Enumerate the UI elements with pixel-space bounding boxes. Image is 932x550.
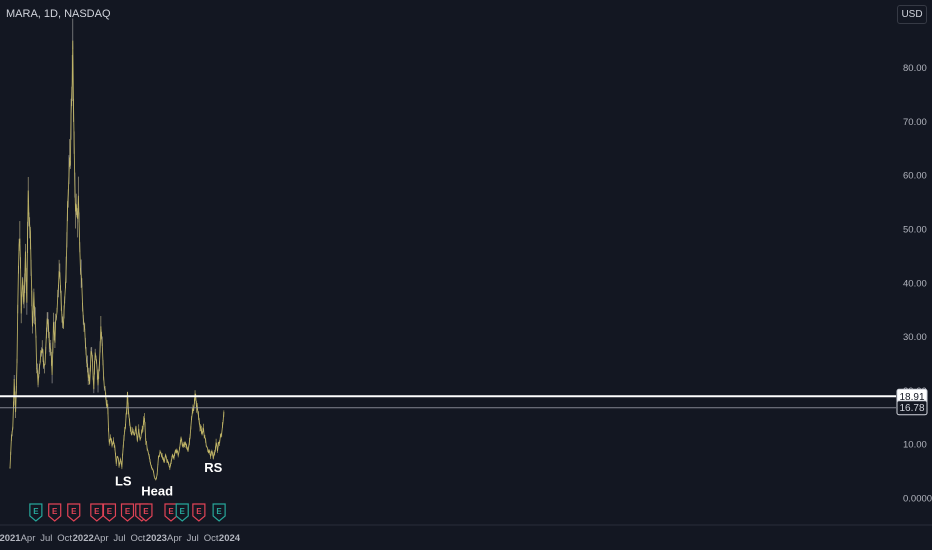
earnings-badge-shape <box>102 503 117 522</box>
x-axis[interactable]: 2021 Apr Jul Oct 2022 Apr Jul Oct 2023 Apr Jul Oct 2… <box>0 524 932 544</box>
earnings-markers[interactable]: EEEEEEEEEEEE <box>29 503 226 522</box>
x-tick-label: Apr <box>21 533 36 544</box>
earnings-letter: E <box>33 507 39 516</box>
earnings-badge-shape <box>175 503 189 522</box>
earnings-letter: E <box>71 507 77 516</box>
x-tick-label: 2023 <box>146 533 167 544</box>
earnings-letter: E <box>216 507 222 516</box>
price-label-text: 18.91 <box>899 392 924 403</box>
earnings-letter: E <box>196 507 202 516</box>
earnings-marker[interactable]: E <box>67 503 81 522</box>
earnings-marker[interactable]: E <box>102 503 117 522</box>
y-axis[interactable]: 80.0070.0060.0050.0040.0030.0020.0010.00… <box>903 63 932 504</box>
x-tick-label: 2022 <box>73 533 94 544</box>
x-tick-label: Oct <box>131 533 146 544</box>
earnings-letter: E <box>107 507 113 516</box>
earnings-badge-shape <box>67 503 81 522</box>
earnings-letter: E <box>180 507 186 516</box>
y-tick-label: 50.00 <box>903 225 927 236</box>
y-tick-label: 0.0000 <box>903 494 932 505</box>
earnings-letter: E <box>125 507 131 516</box>
y-tick-label: 10.00 <box>903 440 927 451</box>
y-tick-label: 30.00 <box>903 332 927 343</box>
earnings-marker[interactable]: E <box>164 503 178 522</box>
x-tick-label: Oct <box>57 533 72 544</box>
pattern-label: LS <box>115 474 132 489</box>
earnings-marker[interactable]: E <box>139 503 153 522</box>
earnings-letter: E <box>168 507 174 516</box>
plot-area[interactable] <box>0 18 896 481</box>
earnings-marker[interactable]: E <box>48 503 62 522</box>
earnings-letter: E <box>52 507 58 516</box>
earnings-badge-shape <box>192 503 206 522</box>
pattern-annotations: LS Head RS <box>115 460 223 498</box>
earnings-badge-shape <box>139 503 153 522</box>
y-tick-label: 80.00 <box>903 63 927 74</box>
earnings-letter: E <box>143 507 149 516</box>
x-tick-label: Apr <box>94 533 109 544</box>
earnings-badge-shape <box>164 503 178 522</box>
symbol-title: MARA, 1D, NASDAQ <box>6 8 111 20</box>
earnings-badge-shape <box>48 503 62 522</box>
earnings-badge-shape <box>90 503 104 522</box>
y-tick-label: 40.00 <box>903 278 927 289</box>
x-tick-label: Oct <box>204 533 219 544</box>
price-series-line <box>9 40 225 481</box>
earnings-badge-shape <box>212 503 226 522</box>
x-tick-label: Apr <box>167 533 182 544</box>
y-tick-label: 70.00 <box>903 117 927 128</box>
earnings-marker[interactable]: E <box>29 503 43 522</box>
pattern-label: Head <box>141 483 173 498</box>
earnings-marker[interactable]: E <box>192 503 206 522</box>
earnings-badge-shape <box>29 503 43 522</box>
earnings-letter: E <box>94 507 100 516</box>
currency-button[interactable]: USD <box>897 5 927 24</box>
price-label-box <box>896 400 928 416</box>
earnings-marker[interactable]: E <box>212 503 226 522</box>
x-tick-label: Jul <box>113 533 125 544</box>
x-tick-label: Jul <box>40 533 52 544</box>
price-label-text: 16.78 <box>899 403 924 414</box>
earnings-marker[interactable]: E <box>120 503 135 522</box>
x-tick-label: 2024 <box>219 533 241 544</box>
pattern-label: RS <box>204 460 222 475</box>
earnings-marker[interactable]: E <box>90 503 104 522</box>
y-tick-label: 60.00 <box>903 171 927 182</box>
x-tick-label: 2021 <box>0 533 21 544</box>
price-label: 16.78 <box>896 400 928 416</box>
earnings-marker[interactable]: E <box>175 503 189 522</box>
earnings-badge-shape <box>120 503 135 522</box>
x-tick-label: Jul <box>187 533 199 544</box>
